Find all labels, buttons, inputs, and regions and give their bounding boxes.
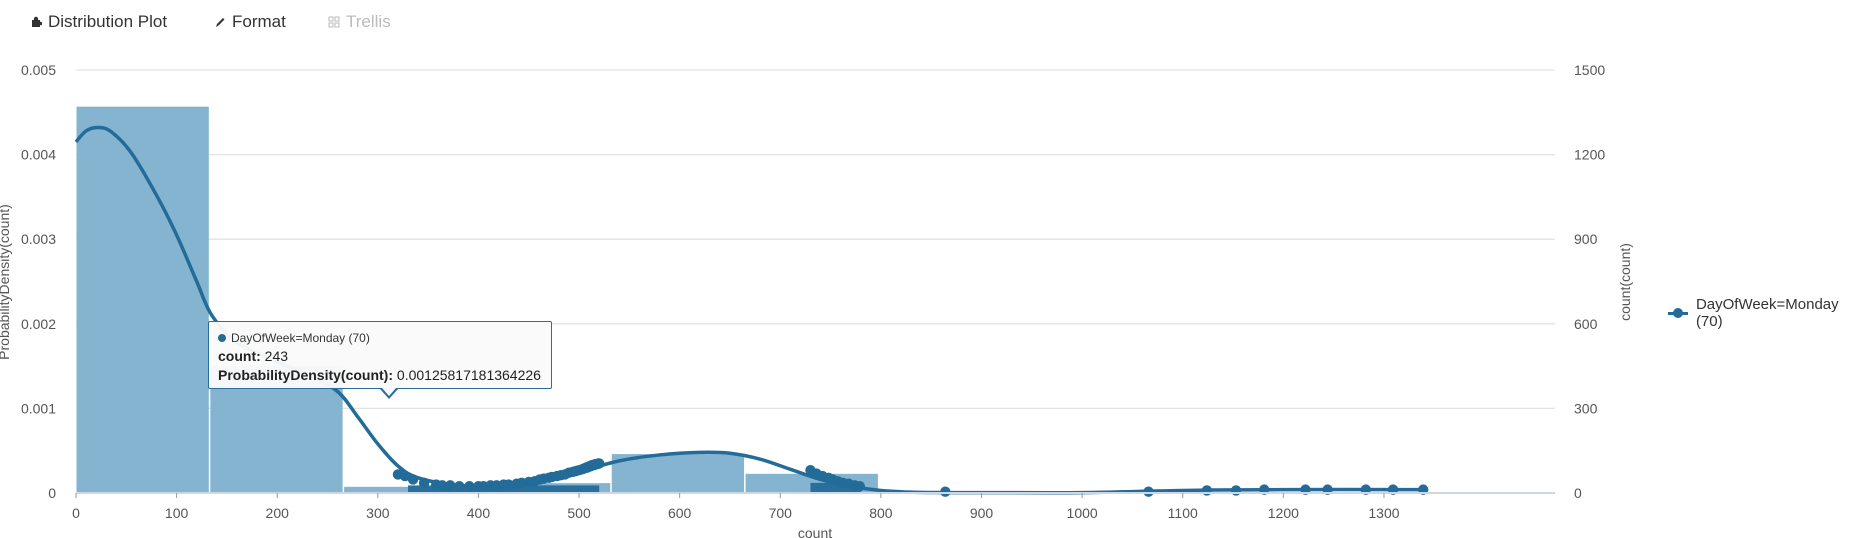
data-point: [399, 470, 411, 482]
tooltip-pointer-fill: [382, 388, 396, 396]
pencil-icon: [216, 18, 225, 27]
histogram-bar: [76, 106, 209, 493]
series-dot-icon: [218, 334, 226, 342]
x-tick-label: 500: [567, 505, 591, 521]
x-tick-label: 100: [165, 505, 189, 521]
tooltip-y-value: 0.00125817181364226: [396, 367, 541, 383]
legend-item[interactable]: DayOfWeek=Monday (70): [1668, 296, 1869, 330]
y-right-tick-label: 600: [1574, 316, 1598, 332]
y-right-tick-label: 0: [1574, 485, 1582, 501]
tooltip-series-label: DayOfWeek=Monday (70): [231, 331, 370, 345]
tooltip-y-label: ProbabilityDensity(count):: [218, 367, 394, 383]
data-point: [1143, 486, 1154, 497]
y-left-tick-label: 0: [48, 485, 56, 501]
data-point: [854, 481, 865, 492]
x-axis-title: count: [798, 525, 832, 538]
data-point: [1201, 485, 1213, 496]
tab-format[interactable]: Format: [214, 12, 286, 32]
tab-label: Trellis: [346, 12, 391, 31]
x-tick-label: 300: [366, 505, 390, 521]
data-point: [445, 480, 456, 491]
histogram-bars: [76, 106, 878, 493]
data-point: [418, 477, 430, 489]
y-left-tick-label: 0.003: [21, 231, 56, 247]
data-point: [464, 481, 475, 492]
x-tick-label: 900: [970, 505, 994, 521]
histogram-bar: [611, 454, 745, 493]
x-tick-label: 1300: [1368, 505, 1399, 521]
x-tick-label: 1200: [1268, 505, 1299, 521]
y-right-tick-label: 300: [1574, 400, 1598, 416]
y-axis-right-title: count(count): [1617, 243, 1633, 321]
tab-distribution-plot[interactable]: Distribution Plot: [30, 12, 167, 32]
y-left-tick-label: 0.005: [21, 62, 56, 78]
data-point: [940, 486, 951, 497]
x-tick-label: 1000: [1067, 505, 1098, 521]
tab-label: Format: [232, 12, 286, 31]
data-point: [454, 481, 465, 492]
x-tick-label: 200: [266, 505, 290, 521]
data-point: [593, 458, 605, 469]
y-axis-left-title: ProbabilityDensity(count): [0, 204, 12, 360]
grid-icon: [328, 16, 340, 28]
x-tick-label: 600: [668, 505, 692, 521]
tooltip-x-value: 243: [264, 348, 289, 364]
y-left-tick-label: 0.001: [21, 400, 56, 416]
y-left-tick-label: 0.004: [21, 147, 56, 163]
y-left-tick-label: 0.002: [21, 316, 56, 332]
y-right-tick-label: 1200: [1574, 147, 1605, 163]
hover-tooltip: DayOfWeek=Monday (70) count: 243 Probabi…: [208, 321, 552, 389]
tooltip-series: DayOfWeek=Monday (70): [218, 331, 542, 345]
y-right-tick-label: 1500: [1574, 62, 1605, 78]
tab-label: Distribution Plot: [48, 12, 168, 31]
tooltip-x-label: count:: [218, 348, 261, 364]
tooltip-x-row: count: 243: [218, 348, 542, 364]
legend-label: DayOfWeek=Monday (70): [1695, 296, 1839, 330]
data-point: [503, 479, 514, 490]
toolbar: Distribution Plot Format Trellis: [0, 0, 1869, 44]
x-tick-label: 800: [869, 505, 893, 521]
data-point: [437, 480, 448, 491]
legend-line-dot-icon: [1668, 307, 1688, 319]
point-cluster-fill: [810, 482, 861, 493]
puzzle-icon: [32, 16, 42, 27]
tooltip-y-row: ProbabilityDensity(count): 0.00125817181…: [218, 367, 542, 383]
data-point: [407, 474, 419, 485]
tab-trellis: Trellis: [328, 12, 391, 32]
x-tick-label: 0: [72, 505, 80, 521]
x-tick-label: 400: [467, 505, 491, 521]
y-right-tick-label: 900: [1574, 231, 1598, 247]
data-point: [1230, 485, 1242, 496]
x-tick-label: 1100: [1168, 505, 1198, 521]
x-tick-label: 700: [769, 505, 793, 521]
